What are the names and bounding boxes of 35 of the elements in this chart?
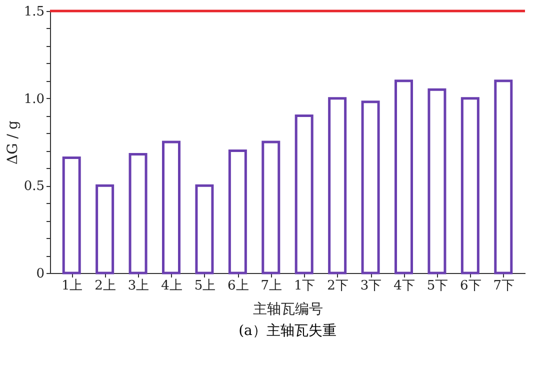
bar [494,80,513,274]
x-tick-label: 2上 [94,278,116,294]
bar [428,88,446,274]
x-tick-label: 7下 [493,278,515,294]
x-tick-label: 1上 [61,278,83,294]
y-tick-label: 1.5 [24,4,44,20]
x-axis-title: 主轴瓦编号 [253,302,323,318]
y-tick-label: 0.5 [24,179,44,194]
bar [96,184,114,274]
bar [394,80,413,274]
x-tick-label: 4下 [394,278,415,294]
bar [62,156,81,274]
bar [195,184,214,274]
x-tick-label: 5下 [426,278,448,294]
x-tick-label: 3上 [128,278,150,294]
y-tick-label: 1.0 [24,92,44,107]
bar [328,97,347,274]
y-tick-label: 0 [36,266,44,282]
bar [294,114,314,274]
x-tick-label: 7上 [260,278,282,294]
text: (a）主轴瓦失重 [238,323,336,339]
bar [228,149,247,274]
x-tick-label: 1下 [294,278,316,294]
bar [262,140,280,274]
x-tick-label: 6上 [228,278,249,294]
bar [162,140,180,274]
x-tick-label: 3下 [360,278,382,294]
x-tick-label: 5上 [194,278,216,294]
bar [128,152,148,274]
bar [460,97,480,274]
x-tick-label: 6下 [460,278,482,294]
x-tick-label: 4上 [161,278,182,294]
y-axis-title: ΔG / g [4,120,21,164]
x-tick-label: 2下 [327,278,348,294]
bar [361,100,380,274]
